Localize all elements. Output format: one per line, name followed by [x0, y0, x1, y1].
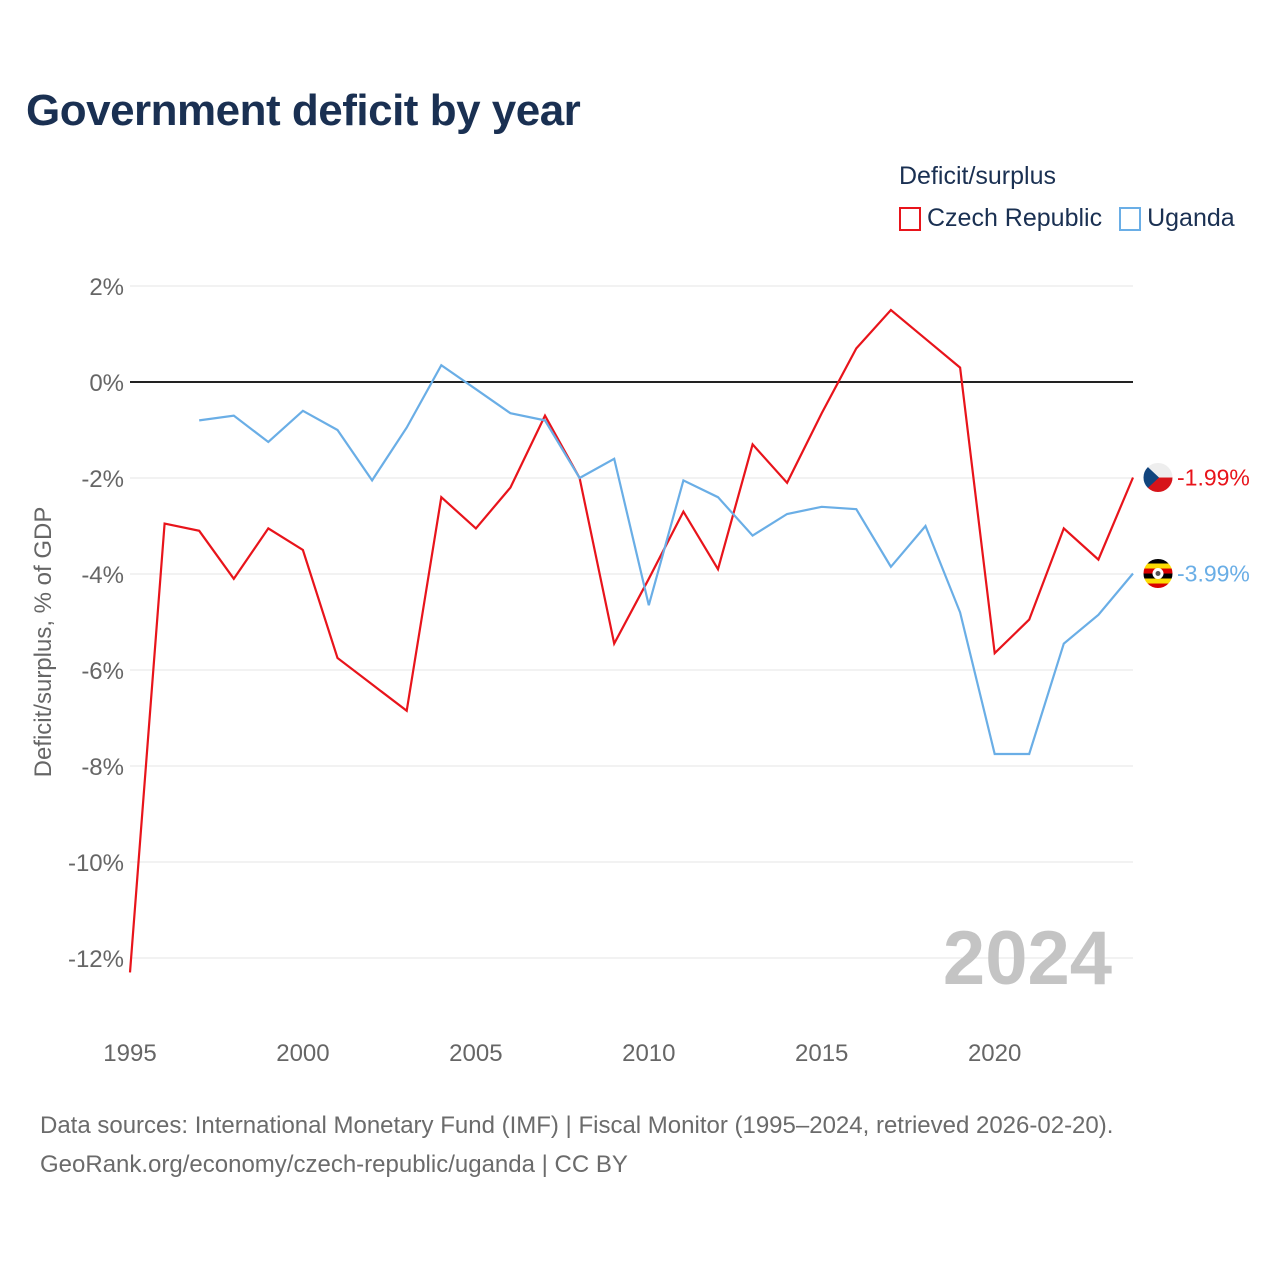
x-tick-label: 2020	[968, 1040, 1021, 1067]
x-tick-label: 2015	[795, 1040, 848, 1067]
x-tick-label: 2000	[276, 1040, 329, 1067]
legend-item-czech-republic[interactable]: Czech Republic	[899, 204, 1102, 233]
legend-swatch-czech-republic	[899, 206, 921, 231]
flag-czech-republic-icon	[1142, 462, 1174, 494]
year-watermark: 2024	[943, 916, 1112, 1001]
data-series	[128, 308, 1135, 973]
y-axis-ticks: 2% 0% -2% -4% -6% -8% -10% -12%	[68, 274, 124, 973]
flag-uganda-icon	[1142, 558, 1174, 590]
x-tick-label: 2010	[622, 1040, 675, 1067]
legend: Czech Republic Uganda	[899, 204, 1252, 233]
y-axis-label: Deficit/surplus, % of GDP	[30, 507, 57, 778]
legend-label-uganda: Uganda	[1147, 204, 1235, 232]
y-tick-label: 2%	[89, 274, 124, 301]
page-title: Government deficit by year	[26, 86, 581, 135]
y-tick-label: 0%	[89, 370, 124, 397]
end-label-czech-republic: -1.99%	[1177, 465, 1250, 491]
y-tick-label: -10%	[68, 850, 124, 877]
y-tick-label: -6%	[81, 658, 124, 685]
y-tick-label: -8%	[81, 754, 124, 781]
series-line-uganda	[199, 363, 1134, 756]
legend-title: Deficit/surplus	[899, 162, 1056, 190]
footer-sources: Data sources: International Monetary Fun…	[40, 1112, 1114, 1139]
footer-attribution: GeoRank.org/economy/czech-republic/ugand…	[40, 1151, 628, 1178]
legend-label-czech-republic: Czech Republic	[927, 204, 1103, 232]
series-line-czech-republic	[128, 308, 1135, 973]
y-tick-label: -4%	[81, 562, 124, 589]
x-tick-label: 1995	[103, 1040, 156, 1067]
footer: Data sources: International Monetary Fun…	[40, 1106, 1113, 1184]
line-chart: 2% 0% -2% -4% -6% -8% -10% -12% 1995 2000 2005 201…	[30, 274, 1250, 1067]
end-label-uganda: -3.99%	[1177, 561, 1250, 587]
x-axis-ticks: 1995 2000 2005 2010 2015 2020	[103, 1040, 1021, 1067]
y-tick-label: -2%	[81, 466, 124, 493]
grid-lines	[130, 285, 1133, 959]
y-tick-label: -12%	[68, 946, 124, 973]
legend-swatch-uganda	[1119, 206, 1142, 231]
legend-item-uganda[interactable]: Uganda	[1119, 204, 1235, 233]
end-labels: -1.99% -3.99%	[1142, 462, 1250, 590]
x-tick-label: 2005	[449, 1040, 502, 1067]
